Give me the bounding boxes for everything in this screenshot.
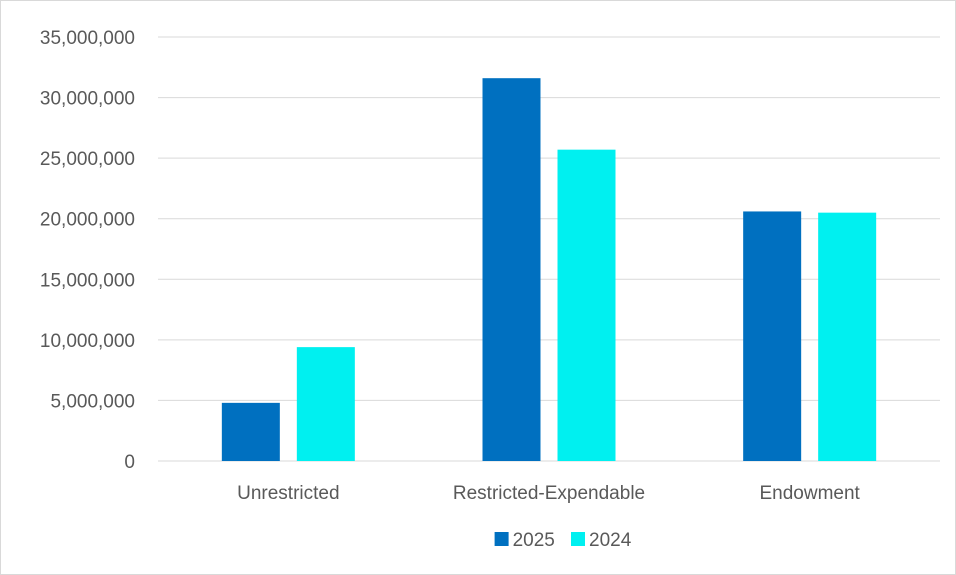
bar-2024-restricted-expendable (557, 149, 616, 462)
x-axis-category-labels: Unrestricted Restricted-Expendable Endowme… (237, 483, 860, 504)
legend-label: 2024 (589, 530, 632, 551)
y-tick-label: 15,000,000 (40, 270, 135, 291)
y-axis-tick-labels: 0 5,000,000 10,000,000 15,000,000 20,000,000… (40, 28, 135, 473)
y-tick-label: 35,000,000 (40, 28, 135, 49)
y-tick-label: 10,000,000 (40, 331, 135, 352)
gridlines (158, 36, 940, 462)
y-tick-label: 20,000,000 (40, 210, 135, 231)
legend-label: 2025 (513, 530, 555, 551)
x-category-label: Endowment (759, 483, 860, 504)
bar-2024-endowment (818, 212, 877, 461)
bar-2024-unrestricted (296, 347, 355, 461)
y-tick-label: 5,000,000 (50, 391, 135, 412)
legend-swatch-2025 (494, 532, 509, 546)
y-tick-label: 0 (124, 452, 135, 473)
legend: 2025 2024 (494, 530, 632, 551)
bars (221, 78, 877, 462)
y-tick-label: 30,000,000 (40, 89, 135, 110)
x-category-label: Unrestricted (237, 483, 339, 504)
bar-2025-endowment (743, 211, 802, 461)
legend-swatch-2024 (571, 532, 585, 546)
x-category-label: Restricted-Expendable (453, 483, 645, 504)
bar-2025-restricted-expendable (482, 78, 541, 461)
bar-2025-unrestricted (221, 402, 280, 461)
y-tick-label: 25,000,000 (40, 149, 135, 170)
